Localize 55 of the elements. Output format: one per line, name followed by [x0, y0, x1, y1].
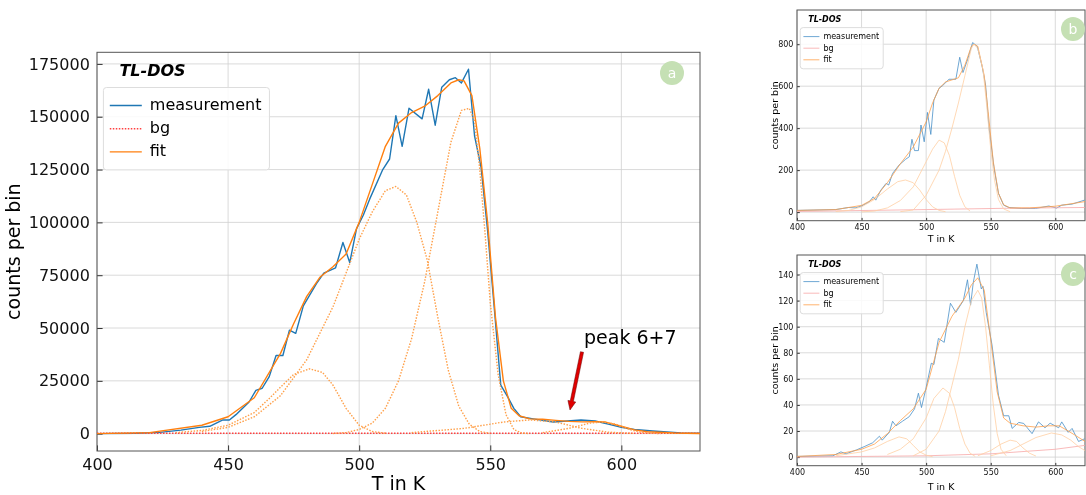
y-tick-label: 125000	[28, 160, 90, 180]
y-tick-label: 0	[79, 424, 90, 444]
annotation: peak 6+7	[584, 326, 677, 348]
y-axis-title: counts per bin	[768, 326, 780, 395]
y-tick-label: 75000	[38, 265, 90, 285]
y-tick-label: 400	[778, 124, 794, 134]
x-axis-title: T in K	[926, 481, 956, 492]
y-tick-label: 200	[778, 166, 794, 176]
x-tick-label: 450	[854, 222, 870, 232]
text: TL-DOS	[808, 260, 842, 269]
x-tick-label: 450	[213, 454, 244, 474]
x-tick-label: 550	[983, 222, 999, 232]
text: TL-DOS	[808, 15, 842, 24]
x-tick-label: 550	[475, 454, 507, 474]
y-tick-label: 25000	[38, 371, 90, 391]
legend-label: fit	[823, 55, 832, 65]
text: TL-DOS	[119, 61, 186, 81]
legend-label: measurement	[823, 32, 880, 42]
x-tick-label: 550	[983, 467, 999, 477]
x-tick-label: 600	[1048, 222, 1064, 232]
legend-label: bg	[823, 43, 834, 53]
x-tick-label: 600	[1048, 467, 1064, 477]
legend-label: bg	[823, 288, 834, 298]
y-tick-label: 0	[788, 453, 794, 463]
y-tick-label: 60	[783, 374, 794, 384]
x-axis-title: T in K	[926, 233, 956, 244]
y-tick-label: 800	[778, 40, 794, 50]
y-tick-label: 150000	[28, 107, 90, 127]
y-tick-label: 80	[783, 348, 794, 358]
x-tick-label: 600	[606, 454, 638, 474]
y-tick-label: 600	[778, 82, 794, 92]
annotation: b	[1068, 21, 1078, 37]
legend-label: measurement	[149, 95, 262, 114]
annotation: c	[1069, 266, 1077, 282]
y-tick-label: 120	[778, 296, 794, 306]
y-tick-label: 140	[778, 270, 794, 280]
x-tick-label: 450	[854, 467, 870, 477]
x-tick-label: 400	[82, 454, 113, 474]
legend-label: fit	[823, 300, 832, 310]
y-axis-title: counts per bin	[1, 183, 24, 320]
legend-label: bg	[149, 118, 171, 138]
y-tick-label: 100	[778, 322, 794, 332]
x-tick-label: 500	[919, 222, 935, 232]
x-tick-label: 500	[344, 454, 375, 474]
y-tick-label: 0	[788, 208, 794, 218]
legend-label: fit	[149, 141, 167, 161]
y-tick-label: 50000	[38, 318, 90, 338]
y-tick-label: 20	[783, 427, 794, 437]
legend-label: measurement	[823, 277, 880, 287]
y-tick-label: 100000	[28, 213, 90, 233]
annotation: a	[667, 65, 677, 81]
x-tick-label: 500	[919, 467, 935, 477]
y-tick-label: 40	[783, 401, 794, 410]
x-axis-title: T in K	[370, 472, 426, 494]
y-tick-label: 175000	[28, 54, 90, 74]
